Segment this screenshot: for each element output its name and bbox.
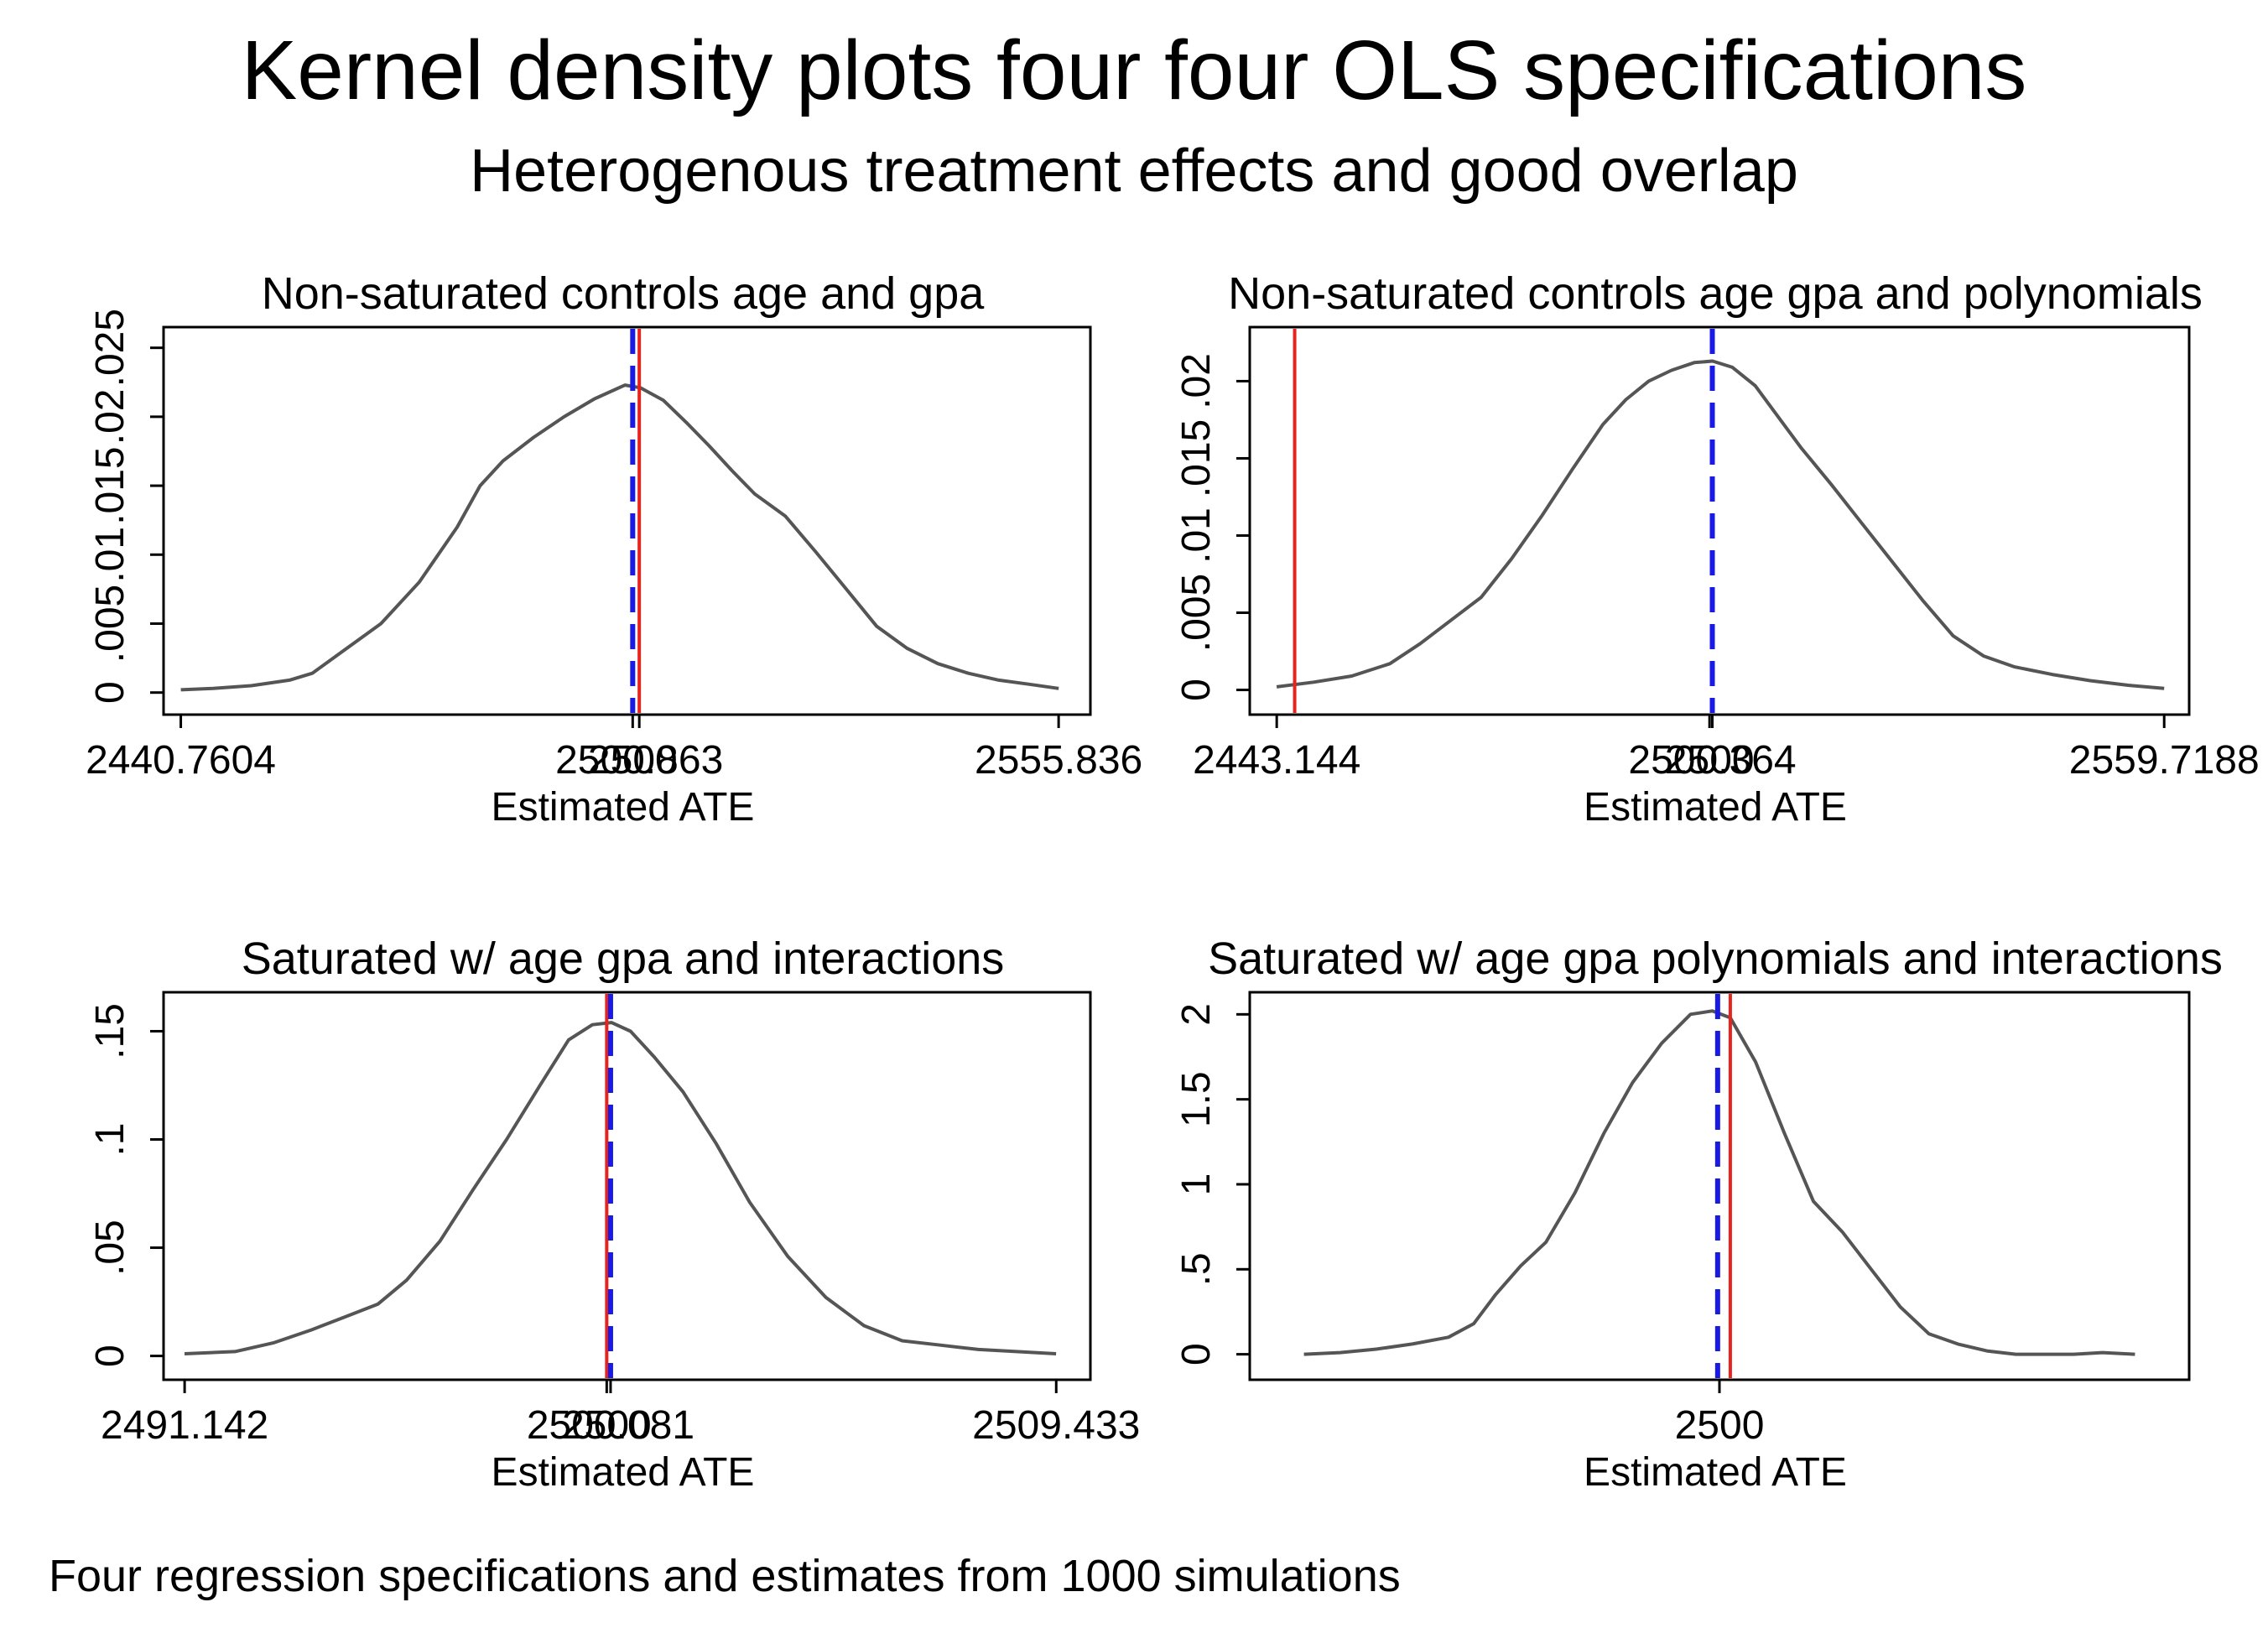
y-tick-label: 2 (1174, 1003, 1219, 1026)
x-tick-label: 2500 (588, 738, 678, 783)
y-tick-label: .01 (88, 527, 133, 583)
y-tick-label: .02 (88, 389, 133, 445)
x-axis-label: Estimated ATE (492, 1450, 755, 1495)
x-tick-label: 2500.863 (555, 738, 723, 783)
x-tick-label: 2500 (1675, 1403, 1765, 1448)
plot-frame (1248, 325, 2191, 716)
x-tick-label: 2491.142 (101, 1403, 268, 1448)
x-tick-label: 2555.836 (975, 738, 1142, 783)
y-tick-label: .05 (88, 1220, 133, 1276)
y-tick-label: 0 (1174, 679, 1219, 701)
plot-frame (162, 325, 1092, 716)
y-tick-label: .15 (88, 1003, 133, 1059)
x-tick-label: 2500.364 (1628, 738, 1796, 783)
x-axis-label: Estimated ATE (1584, 1450, 1847, 1495)
x-tick-label: 2559.7188 (2069, 738, 2260, 783)
y-tick-label: .01 (1174, 507, 1219, 564)
y-tick-label: .015 (88, 446, 133, 524)
panel-title: Saturated w/ age gpa and interactions (242, 934, 1005, 984)
y-tick-label: 0 (88, 681, 133, 704)
x-tick-label: 2443.144 (1193, 738, 1360, 783)
y-tick-label: 1 (1174, 1173, 1219, 1196)
y-tick-label: 0 (1174, 1343, 1219, 1365)
x-axis-label: Estimated ATE (492, 785, 755, 830)
x-tick-label: 2500.081 (527, 1403, 694, 1448)
panel-saturated-polynomials-interactions: Saturated w/ age gpa polynomials and int… (1174, 934, 2223, 1495)
density-curve (180, 383, 1059, 692)
x-tick-label: 2509.433 (972, 1403, 1140, 1448)
y-tick-label: .02 (1174, 353, 1219, 409)
panel-non-saturated-polynomials: Non-saturated controls age gpa and polyn… (1174, 268, 2260, 830)
x-tick-label: 2500 (562, 1403, 652, 1448)
x-tick-label: 2500 (1665, 738, 1755, 783)
y-tick-label: .005 (88, 585, 133, 663)
y-tick-label: .5 (1174, 1252, 1219, 1286)
y-tick-label: 1.5 (1174, 1071, 1219, 1127)
plot-frame (162, 991, 1092, 1381)
figure-subtitle: Heterogenous treatment effects and good … (470, 138, 1798, 205)
x-axis-label: Estimated ATE (1584, 785, 1847, 830)
y-tick-label: .025 (88, 309, 133, 387)
panel-title: Non-saturated controls age and gpa (262, 268, 986, 319)
panel-non-saturated: Non-saturated controls age and gpa 0 .005.… (86, 268, 1142, 830)
y-tick-label: .1 (88, 1122, 133, 1156)
panel-saturated-interactions: Saturated w/ age gpa and interactions 0 .0… (88, 934, 1140, 1495)
y-tick-label: .005 (1174, 574, 1219, 652)
x-tick-label: 2440.7604 (86, 738, 276, 783)
y-tick-label: 0 (88, 1345, 133, 1367)
panel-title: Non-saturated controls age gpa and polyn… (1228, 268, 2203, 319)
density-curve (1276, 359, 2165, 690)
figure-title: Kernel density plots four four OLS speci… (242, 23, 2027, 117)
y-tick-label: .015 (1174, 419, 1219, 497)
density-curve (184, 1021, 1057, 1355)
panel-title: Saturated w/ age gpa polynomials and int… (1208, 934, 2223, 984)
density-curve (1303, 1009, 2135, 1356)
figure-note: Four regression specifications and estim… (49, 1551, 1401, 1601)
